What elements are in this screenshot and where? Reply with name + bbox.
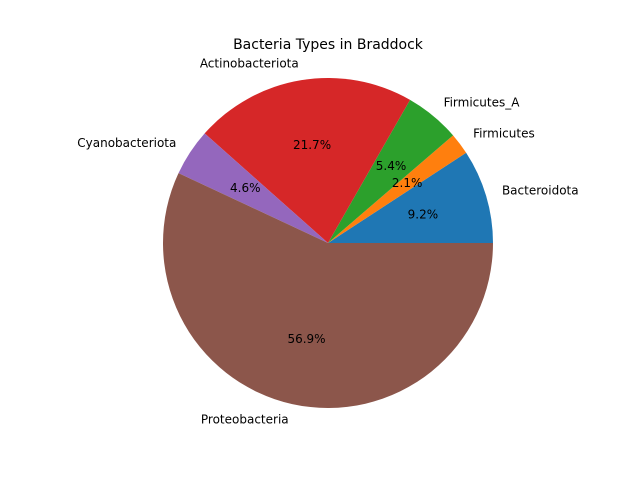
slice-percent-bacteroidota: 9.2% — [408, 207, 439, 221]
slice-percent-firmicutes: 2.1% — [392, 176, 423, 190]
pie-slice-bacteroidota — [328, 152, 493, 243]
slice-label-firmicutes: Firmicutes — [473, 126, 535, 140]
pie-slice-proteobacteria — [163, 173, 493, 408]
slice-label-actinobacteriota: Actinobacteriota — [200, 56, 299, 70]
slices-layer — [163, 78, 493, 408]
slice-label-proteobacteria: Proteobacteria — [201, 413, 289, 427]
slice-label-bacteroidota: Bacteroidota — [502, 184, 579, 198]
slice-label-firmicutes-a: Firmicutes_A — [444, 96, 521, 110]
pie-slice-actinobacteriota — [204, 78, 411, 244]
slice-label-cyanobacteriota: Cyanobacteriota — [77, 136, 176, 150]
pie-slice-firmicutes-a — [328, 99, 454, 243]
slice-percent-proteobacteria: 56.9% — [287, 332, 325, 346]
pie-slice-cyanobacteriota — [178, 133, 328, 243]
labels-layer: Bacteroidota 9.2% Firmicutes 2.1% Firmicutes… — [77, 56, 578, 426]
pie-slice-firmicutes — [328, 135, 467, 243]
slice-percent-cyanobacteriota: 4.6% — [230, 181, 261, 195]
slice-percent-actinobacteriota: 21.7% — [293, 138, 331, 152]
slice-percent-firmicutes-a: 5.4% — [376, 159, 407, 173]
chart-title: Bacteria Types in Braddock — [233, 37, 424, 53]
